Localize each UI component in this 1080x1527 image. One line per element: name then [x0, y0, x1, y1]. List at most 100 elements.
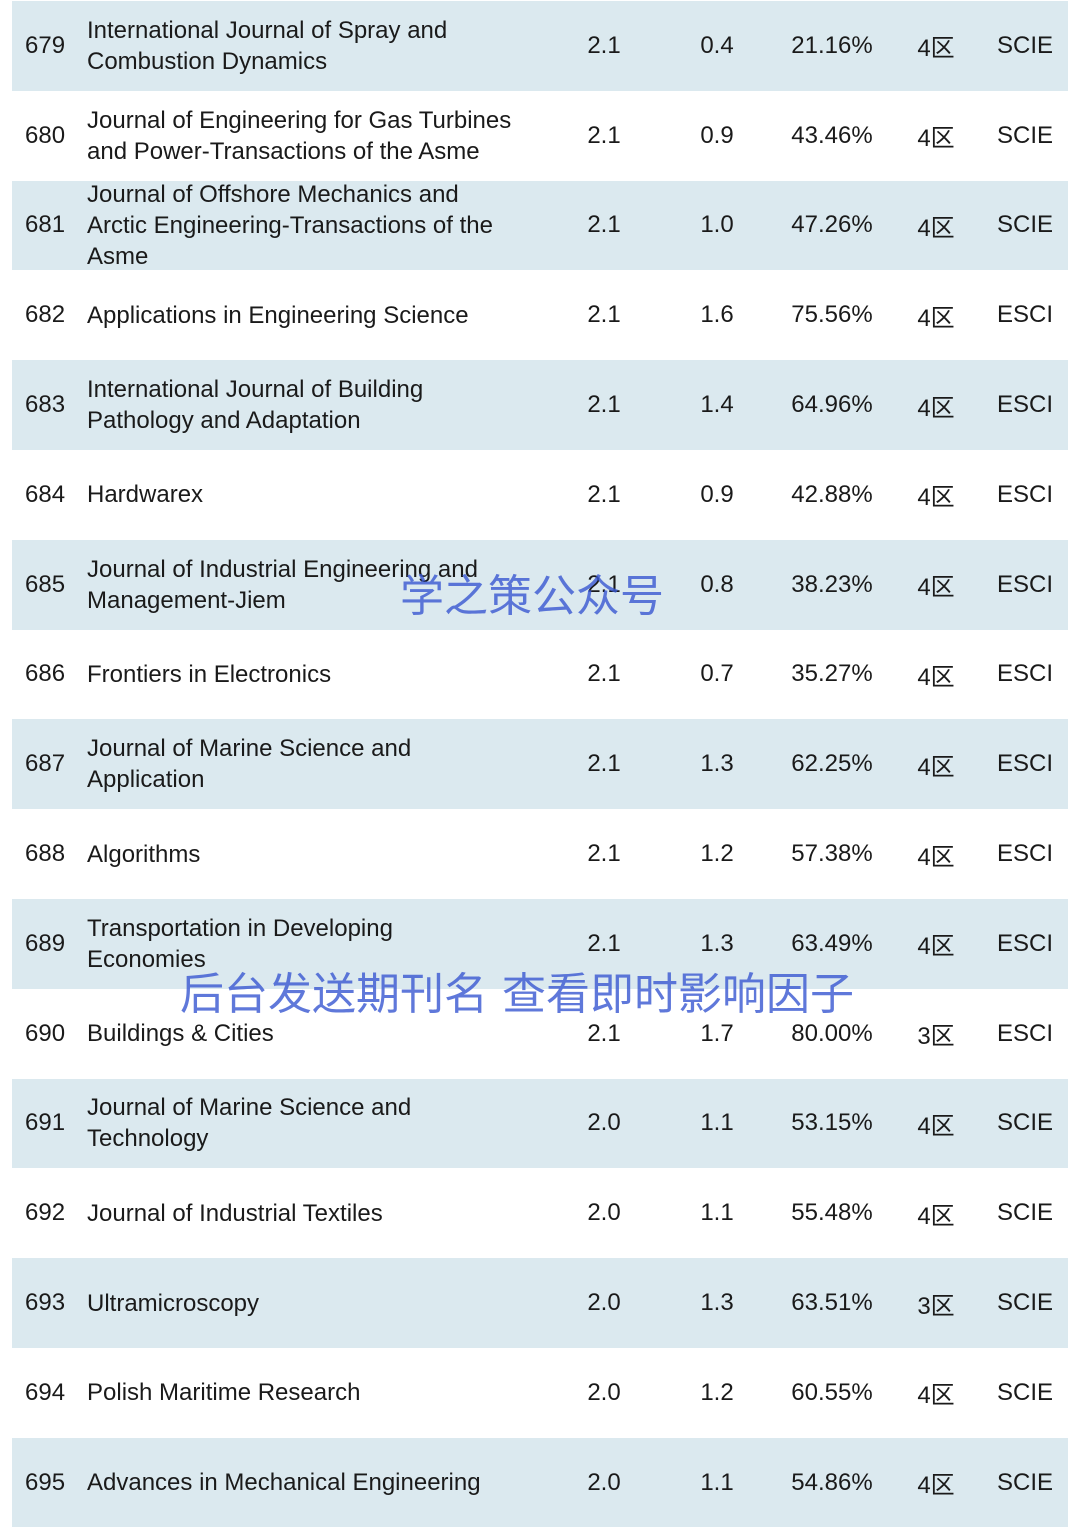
journal-title: Buildings & Cities [87, 989, 567, 1079]
watermark: 学之策公众号 [400, 571, 664, 622]
percentage: 75.56% [791, 301, 873, 329]
row-number: 687 [25, 750, 66, 778]
row-number: 693 [25, 1289, 66, 1317]
zone: 4区 [917, 574, 955, 602]
row-number: 686 [25, 660, 66, 688]
index: SCIE [996, 31, 1054, 59]
journal-title: Journal of Marine Science and Technology [87, 1079, 567, 1169]
impact-factor: 2.0 [587, 1468, 621, 1496]
percentage: 43.46% [791, 121, 873, 149]
zone: 4区 [917, 484, 955, 512]
percentage: 64.96% [791, 391, 873, 419]
table-row: 695 Advances in Mechanical Engineering 2.0… [12, 1437, 1068, 1527]
metric: 1.0 [700, 211, 734, 239]
row-number: 684 [25, 480, 66, 508]
title-line: Journal of Marine Science and [87, 1094, 412, 1122]
percentage: 38.23% [791, 570, 873, 598]
watermark: 后台发送期刊名 查看即时影响因子 [180, 969, 854, 1020]
title-line: Arctic Engineering-Transactions of the [87, 212, 493, 239]
percentage: 53.15% [791, 1109, 873, 1137]
title-line: Applications in Engineering Science [87, 301, 469, 329]
zone: 4区 [917, 394, 955, 422]
table-row: 681 Journal of Offshore Mechanics and Arct… [12, 180, 1068, 271]
row-number: 692 [25, 1199, 66, 1227]
row-number: 690 [25, 1019, 66, 1047]
percentage: 35.27% [791, 660, 873, 688]
index: ESCI [996, 1019, 1054, 1047]
impact-factor: 2.1 [587, 570, 621, 598]
title-line: Combustion Dynamics [87, 47, 328, 75]
impact-factor: 2.1 [587, 1019, 621, 1047]
zone: 4区 [917, 1202, 955, 1230]
percentage: 54.86% [791, 1468, 873, 1496]
journal-title: Journal of Engineering for Gas Turbines a… [87, 91, 567, 181]
row-number: 694 [25, 1378, 66, 1406]
title-line: Ultramicroscopy [87, 1289, 260, 1317]
journal-title: Hardwarex [87, 450, 567, 540]
journal-title: Journal of Industrial Textiles [87, 1168, 567, 1258]
zone: 4区 [917, 753, 955, 781]
journal-title: Ultramicroscopy [87, 1258, 567, 1348]
index: SCIE [996, 1378, 1054, 1406]
table-row: 685 Journal of Industrial Engineering and… [12, 539, 1068, 630]
row-number: 685 [25, 570, 66, 598]
metric: 1.2 [700, 1378, 734, 1406]
metric: 1.1 [700, 1199, 734, 1227]
table-row: 680 Journal of Engineering for Gas Turbin… [12, 91, 1068, 181]
title-line: Journal of Engineering for Gas Turbines [87, 106, 512, 134]
metric: 1.3 [700, 929, 734, 957]
row-number: 695 [25, 1468, 66, 1496]
title-line: Hardwarex [87, 481, 204, 509]
index: ESCI [996, 750, 1054, 778]
table-row: 693 Ultramicroscopy 2.0 1.3 63.51% 3区 SCIE [12, 1258, 1068, 1348]
metric: 0.7 [700, 660, 734, 688]
zone: 4区 [917, 35, 955, 63]
index: SCIE [996, 1289, 1054, 1317]
journal-title: Journal of Offshore Mechanics and Arctic … [87, 181, 567, 271]
title-line: Journal of Industrial Textiles [87, 1199, 383, 1227]
zone: 4区 [917, 214, 955, 242]
title-line: Advances in Mechanical Engineering [87, 1469, 481, 1497]
title-line: Economies [87, 945, 206, 973]
title-line: Journal of Offshore Mechanics and [87, 181, 459, 208]
table-row: 683 International Journal of Building Path… [12, 360, 1068, 450]
journal-title: Journal of Marine Science and Application [87, 719, 567, 809]
journal-title: Advances in Mechanical Engineering [87, 1438, 567, 1527]
metric: 0.4 [700, 31, 734, 59]
row-number: 682 [25, 301, 66, 329]
zone: 3区 [917, 1292, 955, 1320]
table-row: 684 Hardwarex 2.1 0.9 42.88% 4区 ESCI [12, 450, 1068, 540]
percentage: 55.48% [791, 1199, 873, 1227]
index: ESCI [996, 391, 1054, 419]
zone: 4区 [917, 843, 955, 871]
row-number: 691 [25, 1109, 66, 1137]
table-row: 690 Buildings & Cities 2.1 1.7 80.00% 3区 ESCI [12, 989, 1068, 1079]
index: ESCI [996, 301, 1054, 329]
journal-title: Algorithms [87, 809, 567, 899]
impact-factor: 2.1 [587, 480, 621, 508]
metric: 0.9 [700, 480, 734, 508]
zone: 4区 [917, 125, 955, 153]
impact-factor: 2.1 [587, 391, 621, 419]
title-line: Pathology and Adaptation [87, 407, 361, 435]
impact-factor: 2.1 [587, 121, 621, 149]
title-line: Journal of Marine Science and [87, 735, 412, 763]
metric: 0.8 [700, 570, 734, 598]
impact-factor: 2.1 [587, 840, 621, 868]
metric: 1.2 [700, 840, 734, 868]
percentage: 57.38% [791, 840, 873, 868]
table-row: 679 International Journal of Spray and Com… [12, 1, 1068, 91]
metric: 1.4 [700, 391, 734, 419]
index: SCIE [996, 1468, 1054, 1496]
journal-title: International Journal of Building Patholo… [87, 360, 567, 450]
table-row: 688 Algorithms 2.1 1.2 57.38% 4区 ESCI [12, 809, 1068, 899]
impact-factor: 2.0 [587, 1109, 621, 1137]
table-row: 686 Frontiers in Electronics 2.1 0.7 35.27% 4… [12, 630, 1068, 720]
row-number: 683 [25, 391, 66, 419]
metric: 1.7 [700, 1019, 734, 1047]
impact-factor: 2.0 [587, 1199, 621, 1227]
zone: 4区 [917, 1472, 955, 1500]
index: ESCI [996, 929, 1054, 957]
table-row: 682 Applications in Engineering Science 2.… [12, 270, 1068, 360]
